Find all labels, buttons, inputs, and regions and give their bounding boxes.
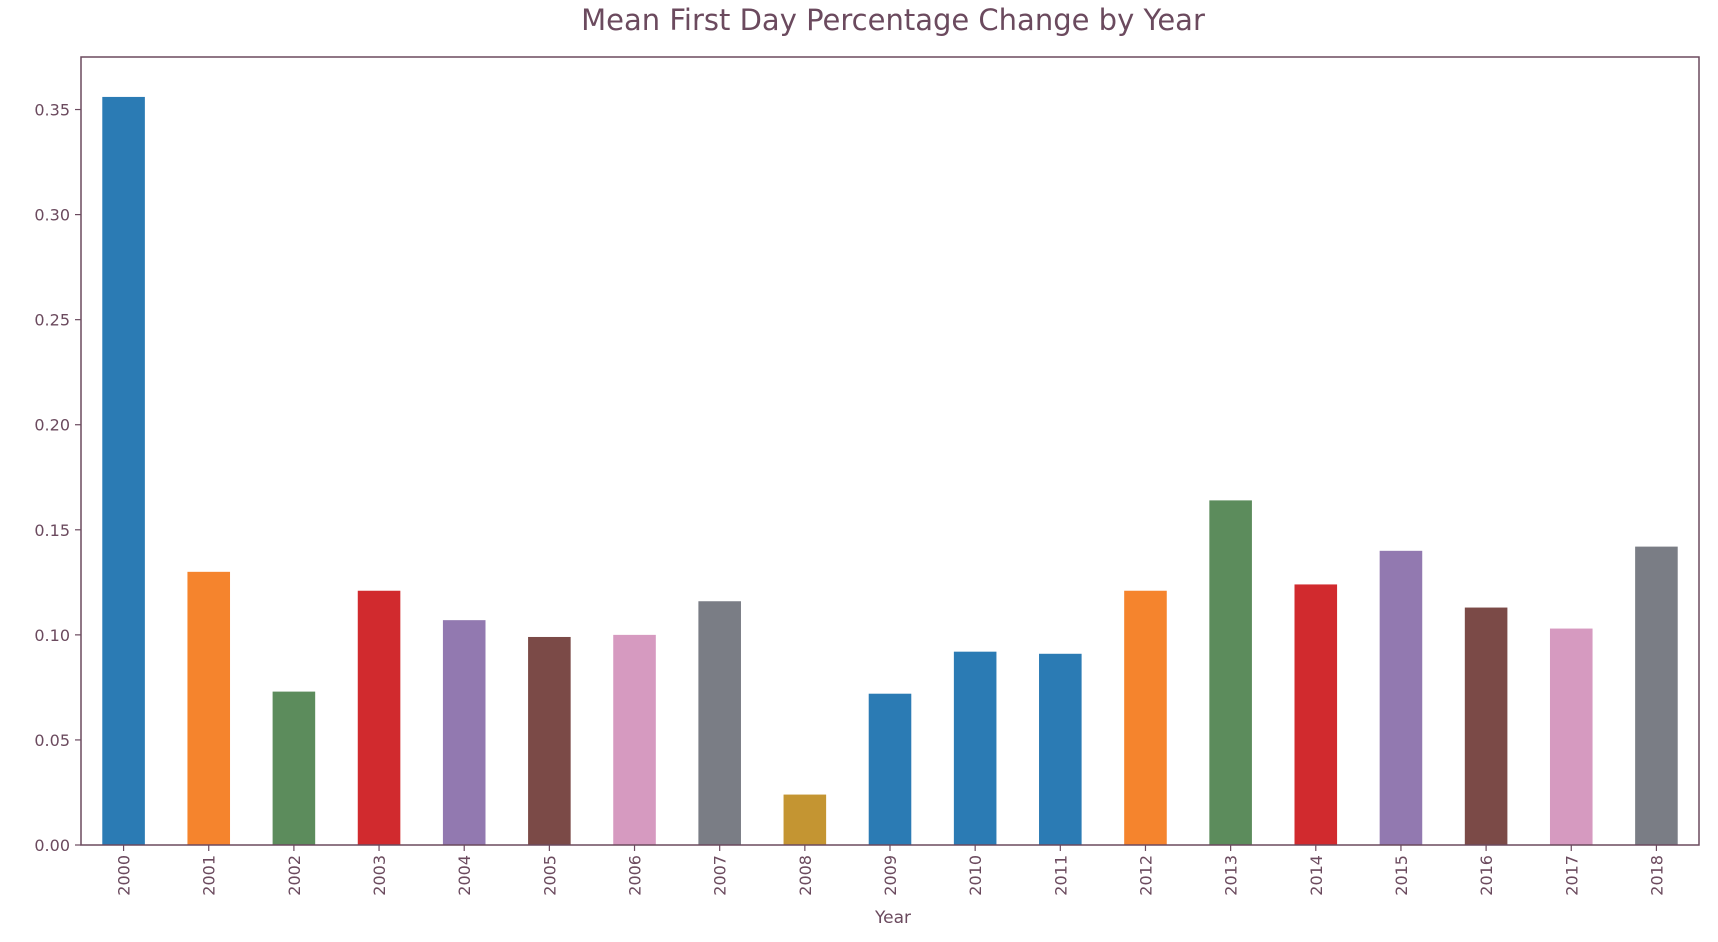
x-axis: 2000 2001 2002 2003 2004 2005 2006 2007 2008 2009…	[115, 845, 1666, 896]
bar-2006	[613, 634, 656, 845]
x-tick-label: 2012	[1136, 855, 1155, 896]
bar-2008	[783, 794, 827, 845]
bar-2004	[442, 620, 486, 845]
x-tick-label: 2008	[796, 855, 815, 896]
bar-2013	[1209, 500, 1252, 845]
bar-2003	[357, 590, 401, 845]
x-tick-label: 2011	[1051, 855, 1070, 896]
x-tick-label: 2005	[540, 855, 559, 896]
x-tick-label: 2014	[1307, 855, 1326, 896]
x-tick-label: 2001	[200, 855, 219, 896]
y-tick-label: 0.35	[34, 101, 70, 120]
x-tick-label: 2009	[881, 855, 900, 896]
y-axis: 0.00 0.05 0.10 0.15 0.20 0.25 0.30 0.35	[34, 101, 81, 855]
bar-2009	[868, 693, 912, 845]
x-tick-label: 2018	[1647, 855, 1666, 896]
y-tick-label: 0.15	[34, 521, 70, 540]
bar-2018	[1635, 546, 1678, 845]
y-tick-label: 0.20	[34, 416, 70, 435]
bar-2005	[528, 636, 571, 845]
bar-2017	[1549, 628, 1593, 845]
bar-2014	[1294, 584, 1338, 845]
y-tick-label: 0.10	[34, 626, 70, 645]
y-tick-label: 0.05	[34, 731, 70, 750]
x-tick-label: 2010	[966, 855, 985, 896]
x-tick-label: 2002	[285, 855, 304, 896]
x-tick-label: 2004	[455, 855, 474, 896]
bar-2015	[1379, 550, 1423, 845]
bar-2011	[1039, 653, 1082, 845]
y-tick-label: 0.30	[34, 206, 70, 225]
bar-2010	[953, 651, 997, 845]
x-tick-label: 2000	[115, 855, 134, 896]
chart-title: Mean First Day Percentage Change by Year	[581, 3, 1205, 37]
x-tick-label: 2007	[711, 855, 730, 896]
bar-2012	[1124, 590, 1167, 845]
bar-2001	[187, 571, 231, 845]
bars	[102, 96, 1678, 845]
x-axis-label: Year	[874, 908, 911, 928]
bar-2002	[272, 691, 316, 845]
bar-2000	[102, 96, 145, 845]
plot-frame	[80, 56, 1700, 846]
y-tick-label: 0.25	[34, 311, 70, 330]
y-tick-label: 0.00	[34, 836, 70, 855]
x-tick-label: 2015	[1392, 855, 1411, 896]
x-tick-label: 2017	[1562, 855, 1581, 896]
x-tick-label: 2006	[626, 855, 645, 896]
x-tick-label: 2016	[1477, 855, 1496, 896]
bar-2016	[1464, 607, 1508, 845]
x-tick-label: 2003	[370, 855, 389, 896]
x-tick-label: 2013	[1222, 855, 1241, 896]
bar-2007	[698, 601, 741, 845]
